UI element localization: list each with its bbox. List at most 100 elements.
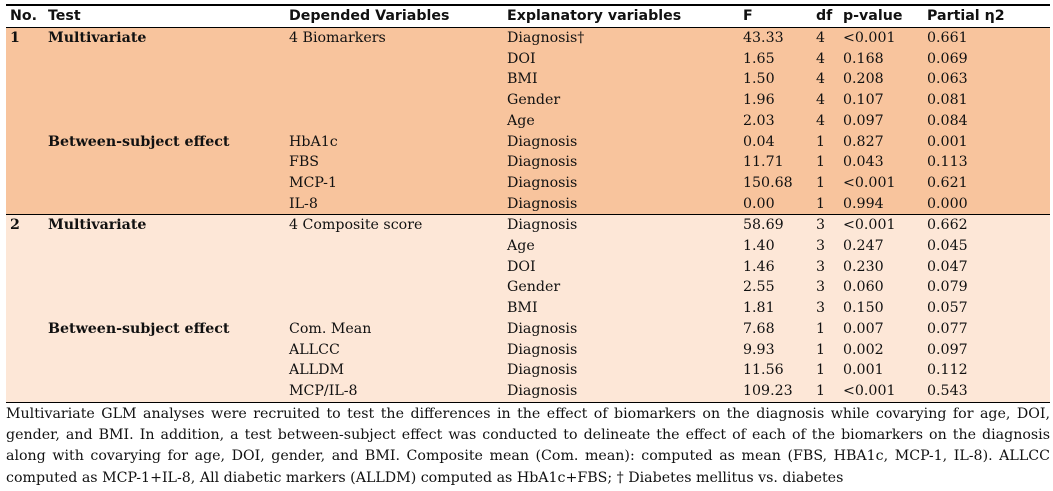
cell-test bbox=[44, 90, 285, 111]
glm-results-table: No. Test Depended Variables Explanatory … bbox=[6, 4, 1050, 403]
cell-df: 4 bbox=[816, 30, 826, 46]
cell-no bbox=[6, 360, 44, 381]
cell-no bbox=[6, 340, 44, 361]
cell-depended-variable: MCP-1 bbox=[289, 174, 337, 191]
cell-df: 3 bbox=[812, 214, 839, 237]
table-row: 2 Multivariate 4 Composite score Diagnosis 5… bbox=[6, 214, 1050, 237]
cell-df: 4 bbox=[816, 71, 826, 88]
cell-f: 1.50 bbox=[743, 71, 775, 88]
cell-df: 1 bbox=[816, 320, 826, 337]
table-header: No. Test Depended Variables Explanatory … bbox=[6, 5, 1050, 28]
cell-no bbox=[6, 152, 44, 173]
cell-df: 1 bbox=[816, 362, 826, 379]
cell-explanatory-variable: Gender bbox=[507, 92, 561, 109]
cell-depended-variable: HbA1c bbox=[289, 133, 338, 150]
cell-explanatory-variable: Diagnosis bbox=[507, 154, 578, 171]
cell-explanatory-variable: Diagnosis bbox=[507, 174, 578, 191]
cell-p-value: <0.001 bbox=[839, 214, 923, 237]
cell-test bbox=[44, 340, 285, 361]
cell-f: 1.65 bbox=[743, 50, 775, 67]
cell-partial-eta: 0.047 bbox=[927, 258, 968, 275]
cell-explanatory-variable: Diagnosis bbox=[507, 320, 578, 337]
cell-partial-eta: 0.112 bbox=[927, 362, 968, 379]
cell-depended-variable: MCP/IL-8 bbox=[285, 380, 503, 403]
cell-explanatory-variable: Age bbox=[507, 112, 535, 129]
header-row: No. Test Depended Variables Explanatory … bbox=[6, 5, 1050, 28]
cell-test bbox=[44, 236, 285, 257]
cell-f: 1.46 bbox=[743, 258, 775, 275]
cell-p-value: 0.247 bbox=[843, 238, 884, 255]
cell-partial-eta: 0.097 bbox=[927, 341, 968, 358]
cell-partial-eta: 0.084 bbox=[927, 112, 968, 129]
cell-depended-variable: 4 Composite score bbox=[285, 214, 503, 237]
cell-p-value: 0.097 bbox=[843, 112, 884, 129]
cell-p-value: 0.827 bbox=[843, 133, 884, 150]
cell-partial-eta: 0.063 bbox=[927, 71, 968, 88]
cell-test bbox=[44, 360, 285, 381]
cell-df: 3 bbox=[816, 258, 826, 275]
cell-no: 1 bbox=[10, 30, 20, 46]
cell-df: 4 bbox=[816, 50, 826, 67]
cell-no bbox=[6, 111, 44, 132]
cell-no: 2 bbox=[6, 214, 44, 237]
cell-no bbox=[6, 298, 44, 319]
cell-explanatory-variable: Diagnosis bbox=[507, 362, 578, 379]
cell-partial-eta: 0.621 bbox=[927, 174, 968, 191]
cell-test bbox=[44, 277, 285, 298]
cell-test bbox=[44, 111, 285, 132]
cell-p-value: 0.001 bbox=[843, 362, 884, 379]
table-row: ALLCC Diagnosis 9.93 1 0.002 0.097 bbox=[6, 339, 1050, 361]
cell-explanatory-variable: Diagnosis† bbox=[507, 30, 585, 46]
cell-partial-eta: 0.057 bbox=[927, 300, 968, 317]
cell-test: Between-subject effect bbox=[48, 320, 230, 337]
cell-df: 1 bbox=[816, 195, 826, 212]
cell-p-value: <0.001 bbox=[839, 380, 923, 403]
cell-depended-variable: ALLCC bbox=[289, 341, 340, 358]
table-row: BMI 1.81 3 0.150 0.057 bbox=[6, 298, 1050, 319]
cell-explanatory-variable: DOI bbox=[507, 258, 536, 275]
cell-p-value: 0.168 bbox=[843, 50, 884, 67]
cell-p-value: <0.001 bbox=[843, 30, 896, 46]
cell-depended-variable bbox=[285, 277, 503, 298]
cell-depended-variable bbox=[285, 111, 503, 132]
table-row: DOI 1.65 4 0.168 0.069 bbox=[6, 48, 1050, 70]
cell-depended-variable bbox=[285, 298, 503, 319]
cell-partial-eta: 0.113 bbox=[927, 154, 968, 171]
cell-f: 1.40 bbox=[743, 238, 775, 255]
cell-p-value: 0.994 bbox=[843, 195, 884, 212]
cell-no bbox=[6, 132, 44, 153]
cell-f: 1.81 bbox=[743, 300, 775, 317]
cell-no bbox=[6, 236, 44, 257]
table-row: Between-subject effect Com. Mean Diagnosis… bbox=[6, 318, 1050, 340]
table-footnote: Multivariate GLM analyses were recruited… bbox=[6, 405, 1050, 486]
cell-f: 0.04 bbox=[743, 133, 775, 150]
cell-no bbox=[6, 257, 44, 278]
cell-df: 3 bbox=[816, 238, 826, 255]
cell-partial-eta: 0.661 bbox=[927, 30, 968, 46]
cell-test bbox=[44, 257, 285, 278]
cell-df: 3 bbox=[816, 300, 826, 317]
table-row: MCP-1 Diagnosis 150.68 1 <0.001 0.621 bbox=[6, 172, 1050, 194]
cell-p-value: 0.002 bbox=[843, 341, 884, 358]
cell-p-value: 0.007 bbox=[843, 320, 884, 337]
cell-f: 2.55 bbox=[743, 279, 775, 296]
cell-partial-eta: 0.543 bbox=[923, 380, 1050, 403]
cell-test bbox=[44, 69, 285, 90]
cell-depended-variable bbox=[285, 236, 503, 257]
cell-no bbox=[6, 49, 44, 70]
cell-no bbox=[6, 319, 44, 340]
table-row: Age 2.03 4 0.097 0.084 bbox=[6, 110, 1050, 132]
cell-depended-variable bbox=[285, 257, 503, 278]
cell-partial-eta: 0.077 bbox=[927, 320, 968, 337]
cell-partial-eta: 0.079 bbox=[927, 279, 968, 296]
table-row: BMI 1.50 4 0.208 0.063 bbox=[6, 69, 1050, 91]
cell-partial-eta: 0.001 bbox=[927, 133, 968, 150]
cell-test bbox=[44, 380, 285, 403]
cell-df: 1 bbox=[816, 174, 826, 191]
cell-test bbox=[44, 49, 285, 70]
cell-explanatory-variable: Diagnosis bbox=[503, 214, 739, 237]
cell-depended-variable bbox=[285, 49, 503, 70]
cell-explanatory-variable: Diagnosis bbox=[507, 195, 578, 212]
cell-p-value: 0.208 bbox=[843, 71, 884, 88]
cell-explanatory-variable: BMI bbox=[507, 300, 538, 317]
